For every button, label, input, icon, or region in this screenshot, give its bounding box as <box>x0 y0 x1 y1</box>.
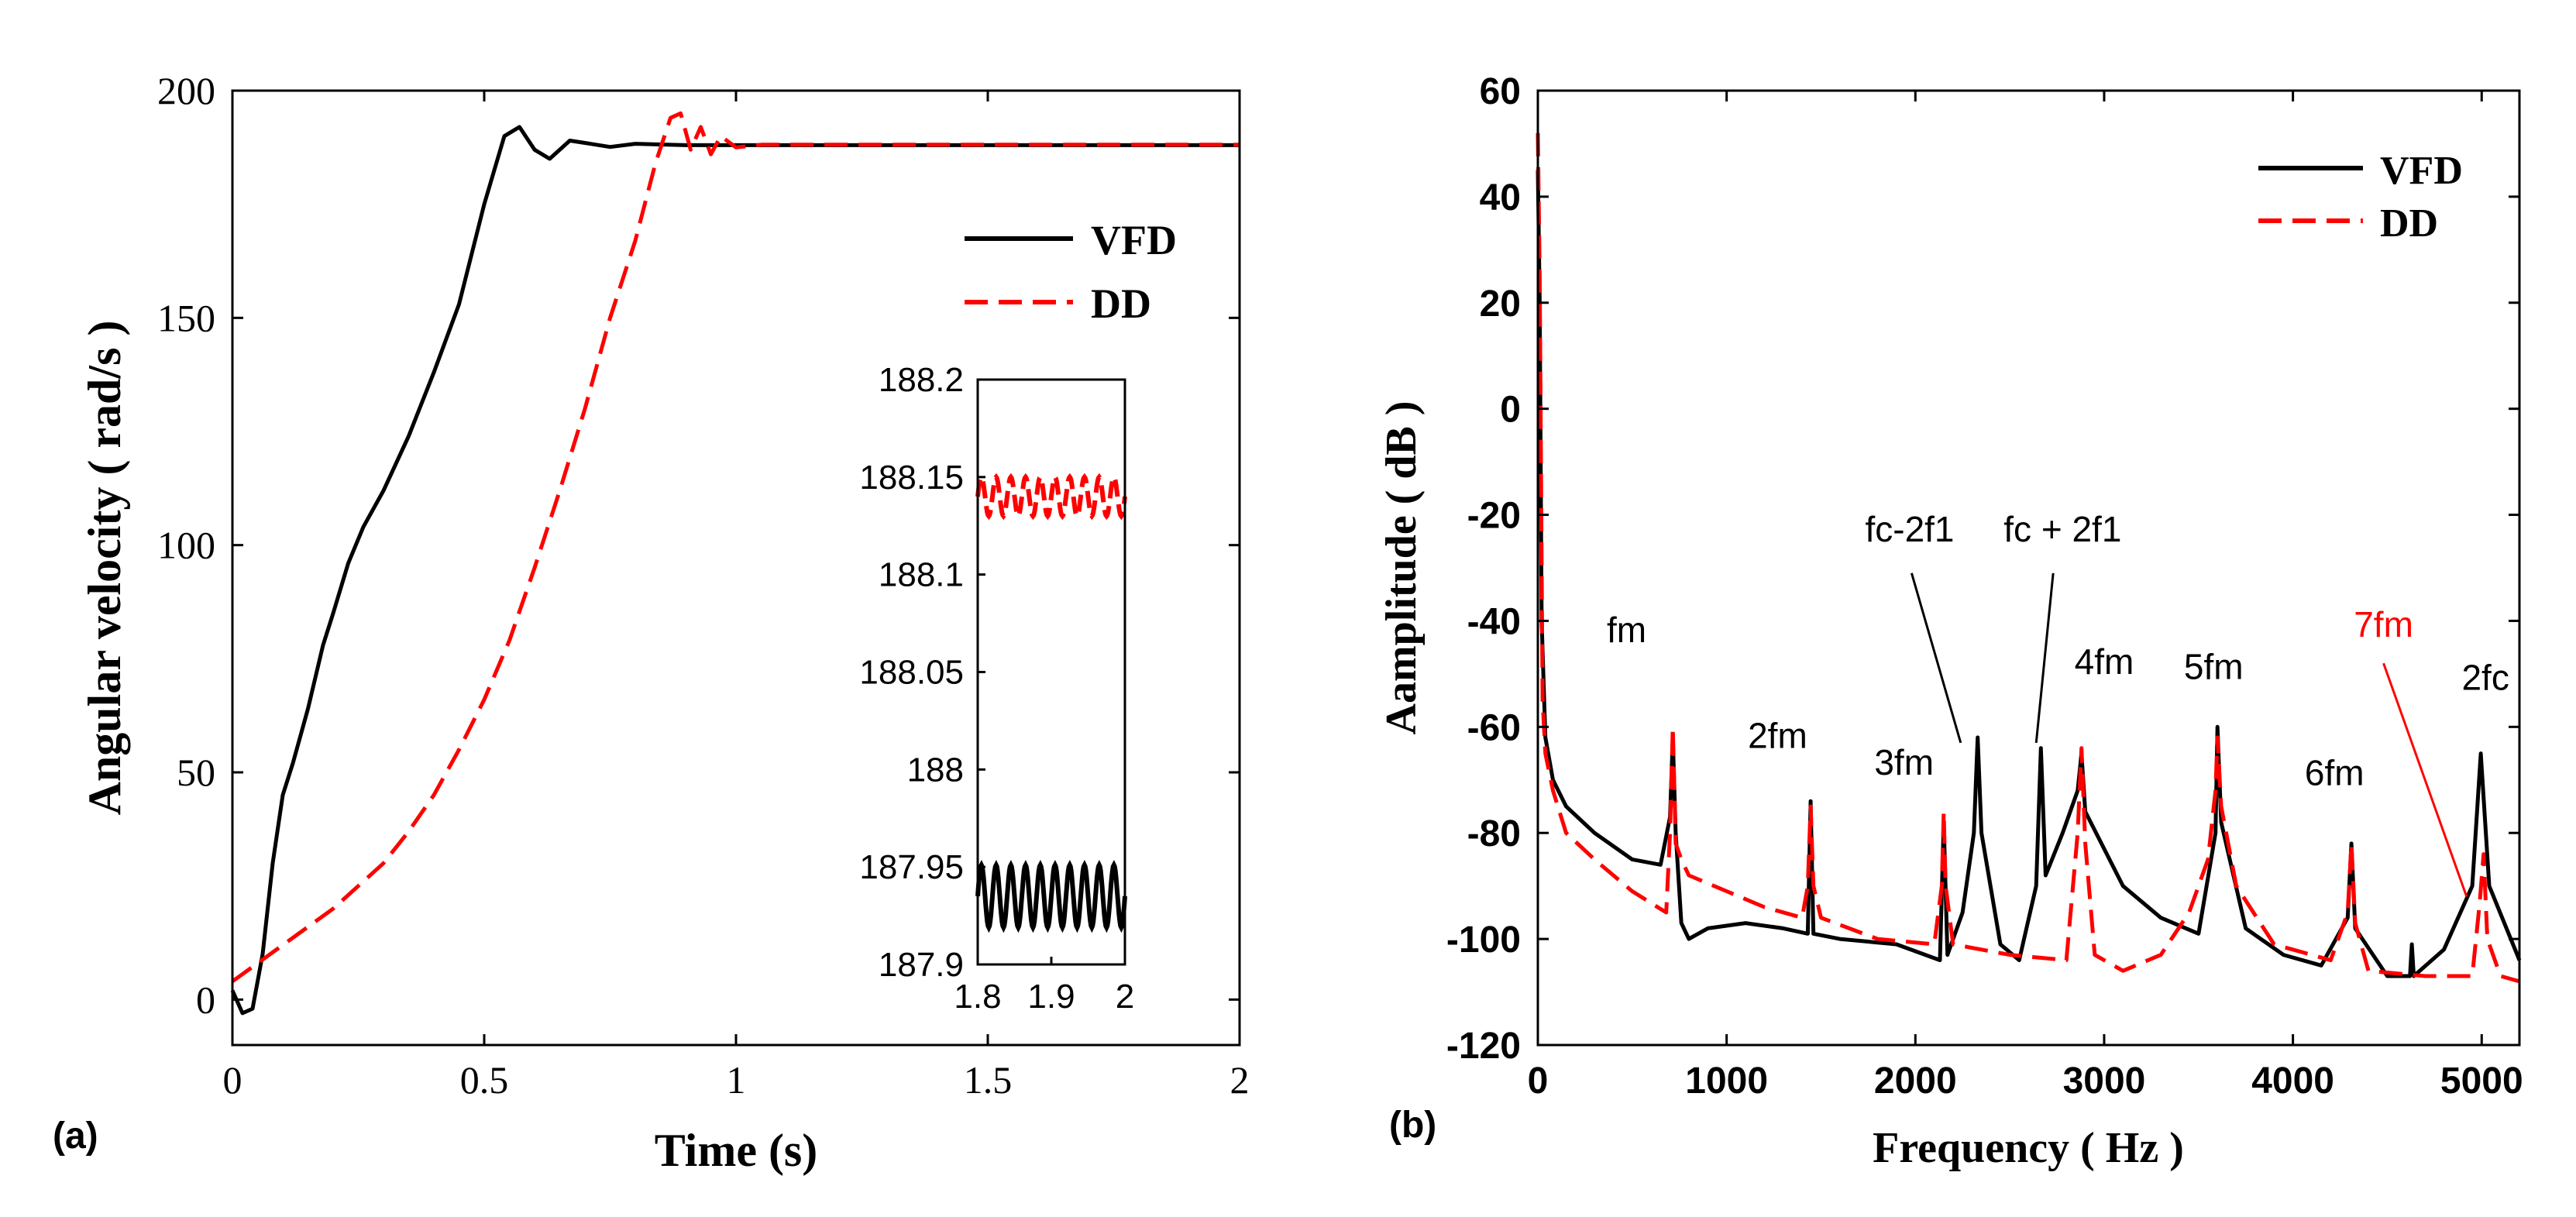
annotation-label: fm <box>1607 610 1646 650</box>
inset-y-tick-label: 188.2 <box>879 361 964 399</box>
panel-b-label: (b) <box>1389 1105 1436 1146</box>
x-tick-label: 0.5 <box>460 1058 509 1102</box>
y-tick-label: -20 <box>1467 496 1521 537</box>
inset-y-tick-label: 188.1 <box>879 556 964 594</box>
panel-b-axes-box <box>1536 89 2521 1047</box>
panel-b-plot-area <box>1536 132 2522 984</box>
panel-a-ticks: 0 0.5 1 1.5 2 0 50 100 150 200 <box>157 69 1250 1102</box>
y-tick-label: 0 <box>196 978 215 1021</box>
y-tick-label: 100 <box>157 524 215 567</box>
legend-label-vfd: VFD <box>2380 149 2463 193</box>
y-tick-label: 60 <box>1480 71 1521 112</box>
series-line-dd <box>231 111 1240 983</box>
y-tick-label: 20 <box>1480 284 1521 325</box>
annotation-label: fc + 2f1 <box>2003 509 2121 549</box>
inset-x-tick-label: 2 <box>1116 978 1134 1016</box>
inset-y-tick-label: 187.95 <box>859 848 964 886</box>
panel-b-legend: VFD DD <box>2258 149 2463 246</box>
panel-b: 0 1000 2000 3000 4000 5000 60 40 20 0 -20 -40 -60 -80… <box>1377 71 2523 1172</box>
y-tick-label: -100 <box>1446 920 1521 961</box>
annotation-label: fc-2f1 <box>1865 509 1954 549</box>
inset-y-tick-label: 188 <box>907 751 964 789</box>
inset-y-tick-label: 187.9 <box>879 946 964 984</box>
annotation-label: 6fm <box>2305 753 2364 793</box>
inset-y-tick-label: 188.05 <box>859 654 964 692</box>
inset-y-tick-label: 188.15 <box>859 459 964 497</box>
series-line-dd <box>1536 132 2520 984</box>
panel-b-xlabel: Frequency ( Hz ) <box>1873 1124 2184 1172</box>
panel-b-ylabel: Aamplitude ( dB ) <box>1377 401 1426 735</box>
panel-a: 0 0.5 1 1.5 2 0 50 100 150 200 Time (s) Angular v… <box>53 69 1250 1176</box>
inset-x-tick-label: 1.8 <box>954 978 1001 1016</box>
annotation-label: 5fm <box>2184 647 2244 687</box>
x-tick-label: 5000 <box>2440 1061 2523 1102</box>
annotation-label: 2fc <box>2461 657 2509 697</box>
x-tick-label: 1 <box>727 1058 746 1102</box>
x-tick-label: 0 <box>1528 1061 1549 1102</box>
y-tick-label: -60 <box>1467 707 1521 748</box>
x-tick-label: 3000 <box>2063 1061 2146 1102</box>
y-tick-label: 150 <box>157 296 215 339</box>
y-tick-label: 200 <box>157 69 215 112</box>
x-tick-label: 2000 <box>1874 1061 1957 1102</box>
panel-a-xlabel: Time (s) <box>655 1125 818 1176</box>
panel-b-annotations: fm 2fm 3fm fc-2f1 fc + 2f1 4fm 5fm 6fm 7fm 2fc <box>1607 509 2509 897</box>
x-tick-label: 1.5 <box>964 1058 1013 1102</box>
y-tick-label: 40 <box>1480 177 1521 218</box>
inset-series-dd <box>975 473 1127 521</box>
y-tick-label: -40 <box>1467 601 1521 642</box>
x-tick-label: 4000 <box>2251 1061 2334 1102</box>
legend-label-dd: DD <box>1091 280 1151 327</box>
annotation-leader-line <box>2034 572 2055 744</box>
panel-a-ylabel: Angular velocity ( rad/s ) <box>79 321 130 816</box>
series-line-vfd <box>230 125 1240 1016</box>
legend-label-dd: DD <box>2380 201 2438 246</box>
x-tick-label: 1000 <box>1685 1061 1768 1102</box>
x-tick-label: 2 <box>1230 1058 1250 1102</box>
y-tick-label: -80 <box>1467 813 1521 854</box>
annotation-label: 4fm <box>2075 641 2134 682</box>
inset-x-tick-label: 1.9 <box>1027 978 1075 1016</box>
inset-ticks: 1.8 1.9 2 187.9 187.95 188 188.05 188.1 188.15 18… <box>859 361 1134 1016</box>
x-tick-label: 0 <box>223 1058 242 1102</box>
panel-a-inset: 1.8 1.9 2 187.9 187.95 188 188.05 188.1 188.15 18… <box>859 361 1134 1016</box>
y-tick-label: 0 <box>1500 390 1521 431</box>
inset-series-vfd <box>975 859 1127 933</box>
annotation-label: 3fm <box>1874 742 1934 782</box>
y-tick-label: 50 <box>177 751 215 794</box>
panel-a-legend: VFD DD <box>965 217 1177 327</box>
annotation-label: 7fm <box>2354 604 2413 645</box>
annotation-label: 2fm <box>1748 716 1807 756</box>
panel-a-label: (a) <box>53 1116 98 1157</box>
y-tick-label: -120 <box>1446 1026 1521 1067</box>
legend-label-vfd: VFD <box>1091 217 1177 263</box>
panel-a-plot-area <box>230 111 1240 1016</box>
panel-b-ticks: 0 1000 2000 3000 4000 5000 60 40 20 0 -20 -40 -60 -80… <box>1446 71 2523 1102</box>
inset-plot-area <box>975 473 1127 933</box>
series-line-vfd <box>1536 170 2522 978</box>
annotation-leader-line <box>1910 572 1962 744</box>
annotation-leader-line <box>2382 662 2468 897</box>
